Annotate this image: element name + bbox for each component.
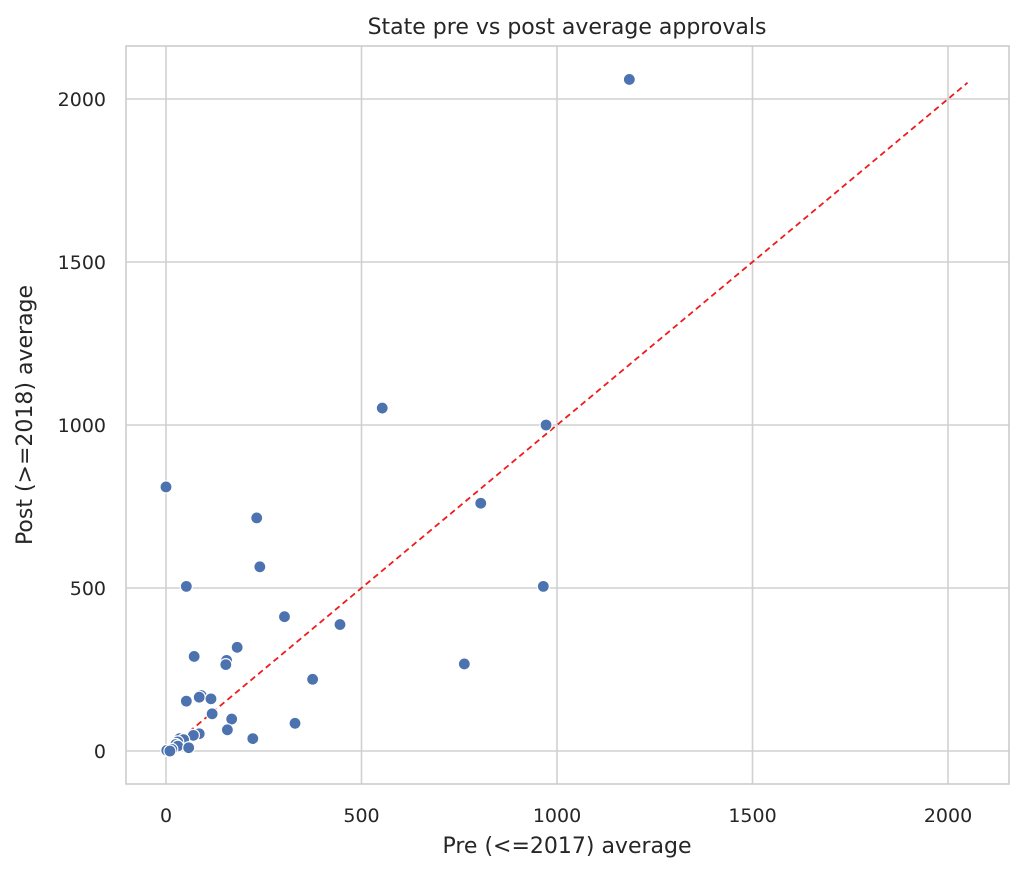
- data-point: [253, 560, 267, 574]
- x-tick-label: 0: [160, 805, 172, 827]
- data-point: [159, 480, 173, 494]
- y-tick-label: 500: [70, 578, 106, 600]
- y-tick-label: 1000: [58, 415, 106, 437]
- data-point: [474, 496, 488, 510]
- y-axis-label: Post (>=2018) average: [13, 285, 38, 545]
- data-point: [182, 741, 196, 755]
- data-point: [220, 723, 234, 737]
- data-point: [204, 692, 218, 706]
- data-point: [246, 732, 260, 746]
- reference-line-layer: [165, 82, 969, 752]
- x-tick-label: 500: [343, 805, 379, 827]
- y-tick-label: 0: [94, 741, 106, 763]
- y-tick-label: 1500: [58, 252, 106, 274]
- x-tick-label: 2000: [924, 805, 972, 827]
- x-tick-label: 1000: [533, 805, 581, 827]
- data-point: [457, 657, 471, 671]
- data-point: [179, 694, 193, 708]
- data-point: [536, 579, 550, 593]
- data-point: [539, 418, 553, 432]
- data-point: [192, 690, 206, 704]
- data-point: [163, 744, 177, 758]
- data-point: [622, 72, 636, 87]
- y-tick-label: 2000: [58, 89, 106, 111]
- x-axis-label: Pre (<=2017) average: [442, 834, 691, 859]
- data-point: [187, 649, 201, 664]
- grid-layer: [126, 46, 1009, 784]
- data-point: [179, 579, 193, 593]
- chart-title: State pre vs post average approvals: [368, 15, 767, 40]
- data-point: [375, 401, 389, 415]
- points-layer: [159, 72, 636, 758]
- data-point: [230, 640, 244, 654]
- data-point: [288, 716, 302, 730]
- data-point: [250, 511, 264, 525]
- data-point: [306, 672, 320, 686]
- x-tick-label: 1500: [728, 805, 776, 827]
- data-point: [333, 617, 347, 632]
- data-point: [219, 658, 233, 672]
- reference-line: [165, 82, 969, 752]
- data-point: [277, 610, 292, 624]
- data-point: [205, 707, 219, 721]
- plot-frame: [125, 45, 1010, 785]
- tick-label-layer: 0 500 1000 1500 2000 0 500 1000 1500 2000: [58, 89, 973, 827]
